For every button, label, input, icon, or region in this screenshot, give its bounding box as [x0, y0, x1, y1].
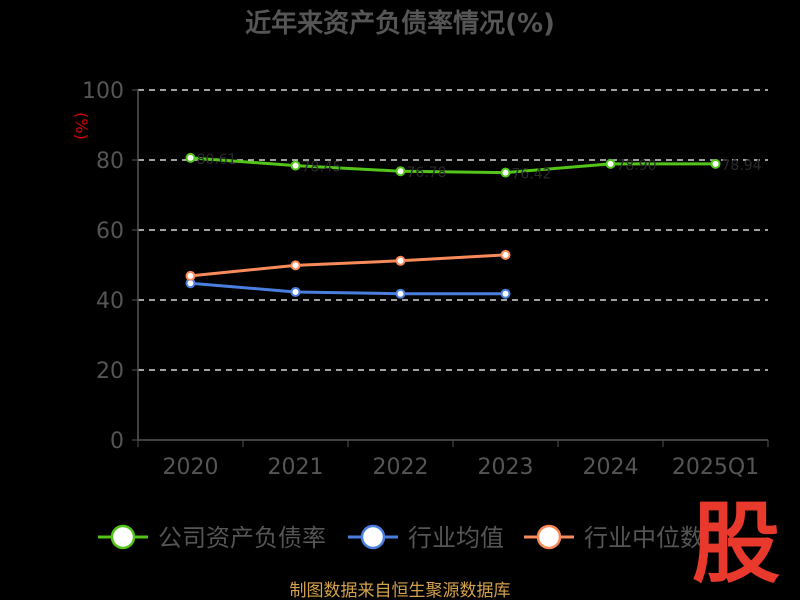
x-tick-label: 2020: [163, 455, 219, 480]
legend-label: 行业均值: [408, 524, 504, 552]
data-point: [500, 288, 511, 299]
legend-swatch-marker: [360, 524, 386, 550]
data-point: [185, 270, 196, 281]
x-tick-label: 2025Q1: [672, 455, 759, 480]
series-1: [185, 278, 511, 299]
data-point: [500, 167, 511, 178]
data-point: [290, 286, 301, 297]
data-point: [185, 152, 196, 163]
x-tick-label: 2023: [478, 455, 534, 480]
series-2: [185, 249, 511, 281]
y-tick-label: 100: [82, 79, 124, 104]
data-label: 78.90: [617, 158, 657, 174]
legend-label: 公司资产负债率: [158, 524, 326, 552]
y-axis-label: (%): [72, 112, 91, 140]
data-point: [605, 158, 616, 169]
data-point: [395, 288, 406, 299]
y-tick-label: 0: [110, 429, 124, 454]
axes: 0 20 40 60 80 100 2020 2021 2022 2023 2024 2025Q1: [82, 79, 769, 480]
legend-label: 行业中位数: [584, 524, 704, 552]
data-point: [290, 260, 301, 271]
chart-title: 近年来资产负债率情况(%): [245, 8, 555, 39]
x-tick-label: 2021: [268, 455, 324, 480]
series-line: [190, 156, 716, 175]
series-0: 80.61 78.45 76.78 76.42 78.90 78.94: [185, 152, 762, 183]
y-tick-label: 80: [96, 149, 124, 174]
data-label: 76.42: [512, 167, 552, 183]
data-point: [395, 166, 406, 177]
source-note: 制图数据来自恒生聚源数据库: [290, 581, 511, 600]
x-tick-label: 2022: [373, 455, 429, 480]
data-label: 78.94: [722, 158, 762, 174]
legend-swatch-marker: [536, 524, 562, 550]
legend-item[interactable]: 行业均值: [348, 524, 504, 552]
legend-item[interactable]: 行业中位数: [524, 524, 704, 552]
legend[interactable]: 公司资产负债率 行业均值 行业中位数: [98, 524, 704, 552]
legend-swatch-marker: [110, 524, 136, 550]
data-label: 78.45: [302, 160, 342, 176]
y-tick-label: 40: [96, 289, 124, 314]
y-tick-label: 60: [96, 219, 124, 244]
y-tick-label: 20: [96, 359, 124, 384]
data-label: 80.61: [197, 152, 237, 168]
grid-lines: [138, 89, 768, 371]
data-point: [710, 158, 721, 169]
legend-item[interactable]: 公司资产负债率: [98, 524, 326, 552]
series-line: [190, 253, 506, 278]
x-tick-label: 2024: [583, 455, 639, 480]
data-point: [500, 249, 511, 260]
data-label: 76.78: [407, 165, 447, 181]
series-line: [190, 281, 506, 296]
series-layer: 80.61 78.45 76.78 76.42 78.90 78.94: [185, 152, 762, 299]
watermark-logo: 股: [692, 492, 780, 595]
data-point: [290, 160, 301, 171]
data-point: [395, 255, 406, 266]
